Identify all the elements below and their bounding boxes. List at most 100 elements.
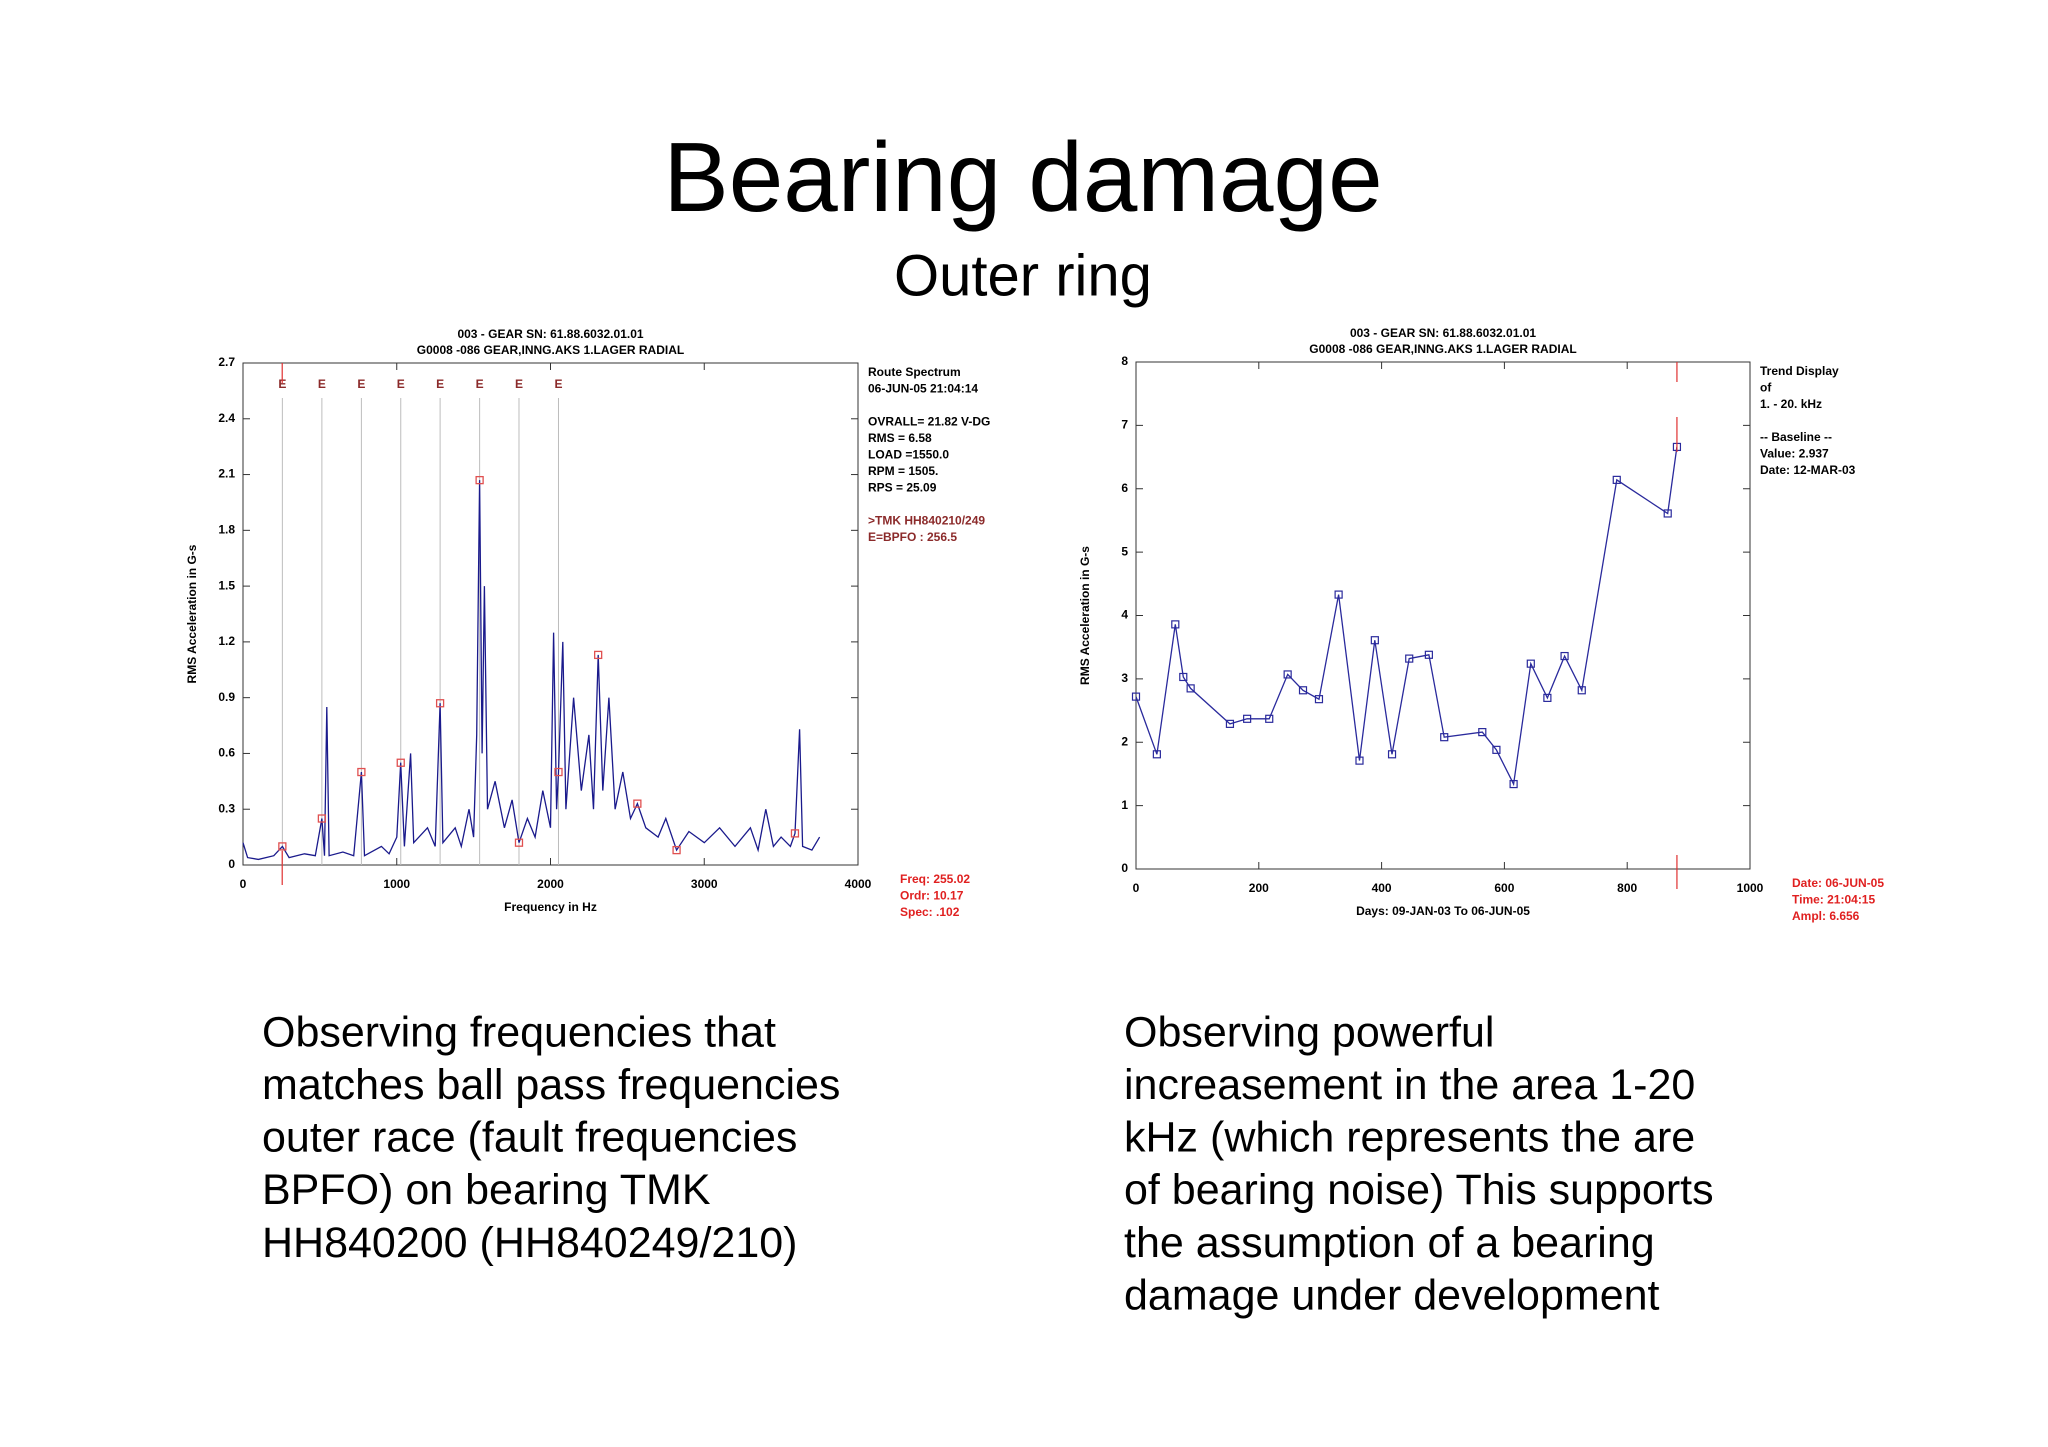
x-tick-label: 4000 [845, 877, 872, 891]
y-tick-label: 1 [1121, 798, 1128, 812]
fault-label: E [554, 377, 562, 391]
caption-line: HH840200 (HH840249/210) [262, 1219, 797, 1267]
data-point [1370, 636, 1379, 645]
x-tick-label: 600 [1494, 881, 1514, 895]
data-point [1492, 745, 1501, 754]
info-text: RMS = 6.58 [868, 431, 932, 445]
cursor-info: Time: 21:04:15 [1792, 893, 1875, 907]
x-tick-label: 2000 [537, 877, 564, 891]
data-point [1387, 750, 1397, 759]
info-text: -- Baseline -- [1760, 430, 1832, 444]
harmonic-marker [672, 845, 681, 855]
data-point [1612, 475, 1621, 484]
harmonic-marker [554, 767, 563, 777]
data-point [1509, 779, 1518, 789]
info-text: E=BPFO : 256.5 [868, 530, 957, 544]
y-tick-label: 1.2 [218, 634, 235, 648]
y-tick-label: 0.9 [218, 690, 235, 704]
caption-line: increasement in the area 1-20 [1124, 1061, 1695, 1109]
info-text: Trend Display [1760, 364, 1839, 378]
data-line [242, 480, 821, 861]
y-tick-label: 2.4 [218, 411, 235, 425]
data-point [1265, 714, 1274, 723]
fault-label: E [436, 377, 444, 391]
data-point [1186, 684, 1195, 693]
y-tick-label: 1.5 [218, 578, 235, 592]
data-point [1334, 590, 1343, 599]
y-tick-label: 7 [1121, 418, 1128, 432]
y-tick-label: 5 [1121, 544, 1128, 558]
y-tick-label: 1.8 [218, 523, 235, 537]
data-point [1478, 728, 1487, 737]
info-text: Date: 12-MAR-03 [1760, 463, 1856, 477]
y-tick-label: 3 [1121, 671, 1128, 685]
harmonic-marker [633, 799, 642, 808]
cursor-info: Date: 06-JUN-05 [1792, 876, 1884, 890]
caption-line: the assumption of a bearing [1124, 1219, 1655, 1267]
caption-line: matches ball pass frequencies [262, 1061, 840, 1109]
data-line [1135, 446, 1678, 787]
x-tick-label: 200 [1249, 881, 1269, 895]
y-tick-label: 6 [1121, 481, 1128, 495]
fault-label: E [476, 377, 484, 391]
caption-line: Observing powerful [1124, 1008, 1494, 1056]
caption-line: damage under development [1124, 1271, 1660, 1319]
info-text: RPS = 25.09 [868, 481, 937, 495]
fault-label: E [318, 377, 326, 391]
data-point [1543, 693, 1552, 702]
data-point [1243, 714, 1252, 723]
data-point [1440, 733, 1449, 742]
x-tick-label: 0 [240, 877, 247, 891]
data-point [1424, 650, 1433, 659]
info-text: RPM = 1505. [868, 464, 938, 478]
harmonic-marker [435, 699, 445, 708]
chart-header: 003 - GEAR SN: 61.88.6032.01.01 [457, 327, 643, 341]
x-axis-label: Days: 09-JAN-03 To 06-JUN-05 [1356, 904, 1530, 918]
cursor-info: Freq: 255.02 [900, 872, 970, 886]
info-text: LOAD =1550.0 [868, 448, 949, 462]
x-tick-label: 800 [1617, 881, 1637, 895]
x-axis-label: Frequency in Hz [504, 900, 597, 914]
info-text: Value: 2.937 [1760, 447, 1829, 461]
y-tick-label: 0 [228, 857, 235, 871]
y-tick-label: 2.1 [218, 467, 235, 481]
info-text: Route Spectrum [868, 365, 961, 379]
harmonic-marker [317, 814, 327, 823]
cursor-info: Spec: .102 [900, 905, 960, 919]
y-tick-label: 2.7 [218, 355, 235, 369]
chart-header: G0008 -086 GEAR,INNG.AKS 1.LAGER RADIAL [417, 343, 684, 357]
data-point [1225, 719, 1235, 728]
x-tick-label: 1000 [1737, 881, 1764, 895]
y-axis-label: RMS Acceleration in G-s [1078, 546, 1092, 685]
info-text: 06-JUN-05 21:04:14 [868, 382, 978, 396]
data-point [1560, 651, 1569, 661]
harmonic-marker [396, 758, 405, 767]
slide-title: Bearing damage [663, 122, 1382, 232]
y-axis-label: RMS Acceleration in G-s [185, 544, 199, 683]
data-point [1526, 659, 1535, 668]
data-point [1283, 670, 1292, 679]
y-tick-label: 2 [1121, 734, 1128, 748]
x-tick-label: 3000 [691, 877, 718, 891]
chart-header: 003 - GEAR SN: 61.88.6032.01.01 [1350, 326, 1536, 340]
cursor-info: Ampl: 6.656 [1792, 909, 1860, 923]
chart-header: G0008 -086 GEAR,INNG.AKS 1.LAGER RADIAL [1309, 342, 1576, 356]
data-point [1179, 672, 1188, 682]
slide-subtitle: Outer ring [894, 243, 1152, 308]
data-point [1355, 756, 1364, 765]
info-text: OVRALL= 21.82 V-DG [868, 415, 990, 429]
x-tick-label: 400 [1372, 881, 1392, 895]
harmonic-marker [278, 842, 287, 851]
y-tick-label: 8 [1121, 354, 1128, 368]
info-text: >TMK HH840210/249 [868, 514, 985, 528]
data-point [1663, 509, 1672, 518]
y-tick-label: 4 [1121, 608, 1128, 622]
caption-line: kHz (which represents the are [1124, 1114, 1695, 1162]
x-tick-label: 1000 [383, 877, 410, 891]
y-tick-label: 0 [1121, 861, 1128, 875]
data-point [1171, 620, 1180, 629]
caption-line: BPFO) on bearing TMK [262, 1166, 711, 1214]
data-point [1152, 750, 1161, 759]
harmonic-marker [475, 475, 484, 485]
